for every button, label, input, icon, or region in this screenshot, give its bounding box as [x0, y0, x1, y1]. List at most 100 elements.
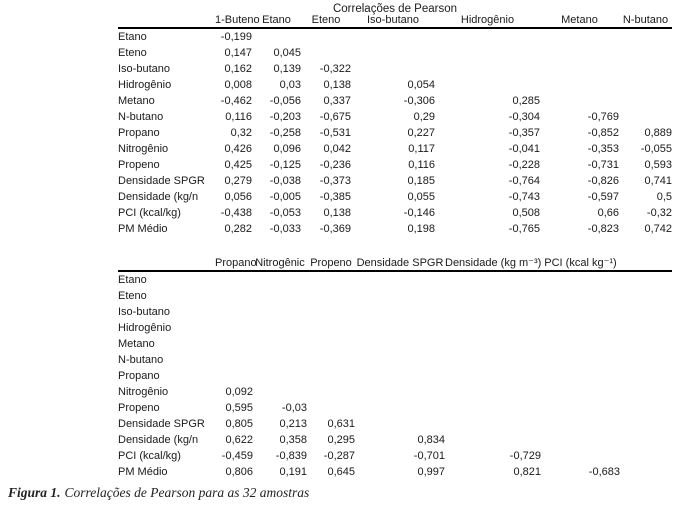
correlation-value: 0,042	[323, 143, 351, 155]
correlation-value: -0,701	[413, 450, 445, 462]
column-header: N-butano	[619, 14, 672, 29]
column-header: Nitrogênic	[253, 254, 307, 272]
correlation-value: 0,426	[224, 143, 252, 155]
column-header	[118, 254, 215, 272]
correlation-value: -0,826	[587, 175, 619, 187]
correlation-value: 0,997	[417, 466, 445, 478]
row-label: PCI (kcal/kg)	[118, 207, 181, 219]
row-label: Propeno	[118, 402, 160, 414]
correlation-value: 0,337	[323, 95, 351, 107]
correlation-value: -0,203	[269, 111, 301, 123]
correlation-value: -0,322	[319, 63, 351, 75]
row-label: Propeno	[118, 159, 160, 171]
correlation-value: -0,056	[269, 95, 301, 107]
correlation-value: -0,32	[646, 207, 672, 219]
table-row: Densidade SPGR 0,805 0,213 0,631	[118, 416, 672, 432]
row-label: PM Médio	[118, 223, 168, 235]
correlation-value: -0,531	[319, 127, 351, 139]
correlation-value: -0,236	[319, 159, 351, 171]
column-header	[620, 254, 672, 272]
table-row: Propano	[118, 368, 672, 384]
row-label: PM Médio	[118, 466, 168, 478]
row-label: Iso-butano	[118, 63, 170, 75]
correlation-value: -0,765	[508, 223, 540, 235]
correlation-value: 0,805	[225, 418, 253, 430]
row-label: Nitrogênio	[118, 386, 169, 398]
correlation-value: 0,593	[644, 159, 672, 171]
row-label: N-butano	[118, 354, 164, 366]
correlation-value: -0,839	[275, 450, 307, 462]
correlation-value: 0,889	[644, 127, 672, 139]
header-row: Propano Nitrogênic Propeno Densidade SPGR De…	[118, 254, 672, 272]
correlation-value: -0,459	[221, 450, 253, 462]
table-row: Metano -0,462 -0,056 0,337 -0,306 0,285	[118, 93, 672, 109]
table-row: Propeno 0,425 -0,125 -0,236 0,116 -0,228 -0,73…	[118, 157, 672, 173]
row-label: Metano	[118, 95, 155, 107]
table-row: Eteno 0,147 0,045	[118, 45, 672, 61]
row-label: Propano	[118, 370, 160, 382]
correlation-value: 0,045	[273, 47, 301, 59]
correlation-value: 0,092	[225, 386, 253, 398]
table-row: Densidade (kg/n 0,056 -0,005 -0,385 0,055 -0,…	[118, 189, 672, 205]
correlation-value: 0,055	[407, 191, 435, 203]
row-label: Hidrogênio	[118, 322, 172, 334]
table-row: Metano	[118, 336, 672, 352]
figure-caption: Figura 1. Correlações de Pearson para as …	[8, 485, 309, 501]
correlation-value: 0,279	[224, 175, 252, 187]
correlation-value: -0,438	[220, 207, 252, 219]
header-row: 1-Buteno Etano Eteno Iso-butano Hidrogênio Me…	[118, 14, 672, 29]
row-label: Etano	[118, 274, 147, 286]
correlation-value: 0,117	[408, 143, 435, 155]
table-row: Densidade (kg/n 0,622 0,358 0,295 0,834	[118, 432, 672, 448]
row-label: Etano	[118, 31, 147, 43]
correlation-value: 0,213	[279, 418, 307, 430]
correlation-value: -0,053	[269, 207, 301, 219]
correlation-value: -0,258	[269, 127, 301, 139]
correlation-value: -0,823	[587, 223, 619, 235]
correlation-value: 0,285	[512, 95, 540, 107]
correlation-value: -0,287	[323, 450, 355, 462]
correlation-value: 0,116	[408, 159, 435, 171]
correlation-value: -0,385	[319, 191, 351, 203]
correlation-value: 0,32	[230, 127, 252, 139]
row-label: Hidrogênio	[118, 79, 172, 91]
row-label: N-butano	[118, 111, 164, 123]
correlation-value: 0,806	[225, 466, 253, 478]
column-header: Hidrogênio	[435, 14, 540, 29]
correlation-value: -0,675	[319, 111, 351, 123]
correlation-value: -0,743	[508, 191, 540, 203]
correlation-value: -0,146	[403, 207, 435, 219]
table-row: Nitrogênio 0,092	[118, 384, 672, 400]
correlation-value: 0,622	[225, 434, 253, 446]
correlation-value: 0,138	[323, 207, 351, 219]
row-label: Eteno	[118, 290, 147, 302]
column-header: Etano	[252, 14, 301, 29]
row-label: PCI (kcal/kg)	[118, 450, 181, 462]
correlation-value: -0,597	[587, 191, 619, 203]
table-row: PCI (kcal/kg) -0,459 -0,839 -0,287 -0,701 -0,…	[118, 448, 672, 464]
correlation-value: -0,357	[508, 127, 540, 139]
correlation-value: 0,138	[323, 79, 351, 91]
correlation-value: -0,764	[508, 175, 540, 187]
table-row: Propano 0,32 -0,258 -0,531 0,227 -0,357 -0,852…	[118, 125, 672, 141]
pearson-correlation-table-1: 1-Buteno Etano Eteno Iso-butano Hidrogênio Me…	[118, 14, 672, 237]
row-label: Densidade SPGR	[118, 175, 205, 187]
column-header: Propeno	[307, 254, 355, 272]
column-header: Propano	[215, 254, 257, 272]
table-row: PM Médio 0,806 0,191 0,645 0,997 0,821 -0,683	[118, 464, 672, 480]
correlation-value: -0,462	[220, 95, 252, 107]
correlation-value: 0,147	[224, 47, 252, 59]
correlation-value: 0,008	[224, 79, 252, 91]
correlation-value: 0,054	[407, 79, 435, 91]
correlation-value: -0,033	[269, 223, 301, 235]
correlation-value: 0,742	[644, 223, 672, 235]
correlation-value: -0,683	[588, 466, 620, 478]
correlation-value: -0,03	[281, 402, 307, 414]
correlation-value: 0,66	[597, 207, 619, 219]
correlation-value: -0,005	[269, 191, 301, 203]
correlation-value: 0,185	[407, 175, 435, 187]
correlation-value: 0,741	[644, 175, 672, 187]
correlation-value: 0,631	[327, 418, 355, 430]
column-header: Iso-butano	[351, 14, 435, 29]
